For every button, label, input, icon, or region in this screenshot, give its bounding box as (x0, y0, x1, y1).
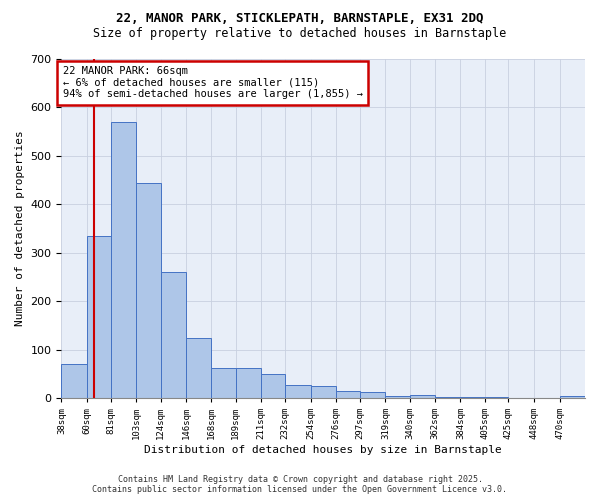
Bar (87, 236, 111, 398)
X-axis label: Distribution of detached houses by size in Barnstaple: Distribution of detached houses by size … (145, 445, 502, 455)
Bar (61, 364, 87, 398)
Bar (385, 396, 410, 398)
Bar (360, 392, 385, 398)
Bar (311, 386, 336, 398)
Bar (261, 374, 285, 398)
Bar (236, 368, 261, 398)
Bar (285, 384, 311, 398)
Bar (435, 396, 460, 398)
Bar (136, 182, 161, 398)
Bar (186, 338, 211, 398)
Bar (211, 368, 236, 398)
Text: 22, MANOR PARK, STICKLEPATH, BARNSTAPLE, EX31 2DQ: 22, MANOR PARK, STICKLEPATH, BARNSTAPLE,… (116, 12, 484, 26)
Bar (485, 397, 508, 398)
Text: Size of property relative to detached houses in Barnstaple: Size of property relative to detached ho… (94, 28, 506, 40)
Bar (460, 396, 485, 398)
Bar (111, 122, 136, 398)
Bar (560, 396, 585, 398)
Text: 22 MANOR PARK: 66sqm
← 6% of detached houses are smaller (115)
94% of semi-detac: 22 MANOR PARK: 66sqm ← 6% of detached ho… (62, 66, 362, 100)
Y-axis label: Number of detached properties: Number of detached properties (15, 130, 25, 326)
Bar (161, 272, 186, 398)
Bar (336, 392, 360, 398)
Text: Contains HM Land Registry data © Crown copyright and database right 2025.
Contai: Contains HM Land Registry data © Crown c… (92, 474, 508, 494)
Bar (410, 396, 435, 398)
